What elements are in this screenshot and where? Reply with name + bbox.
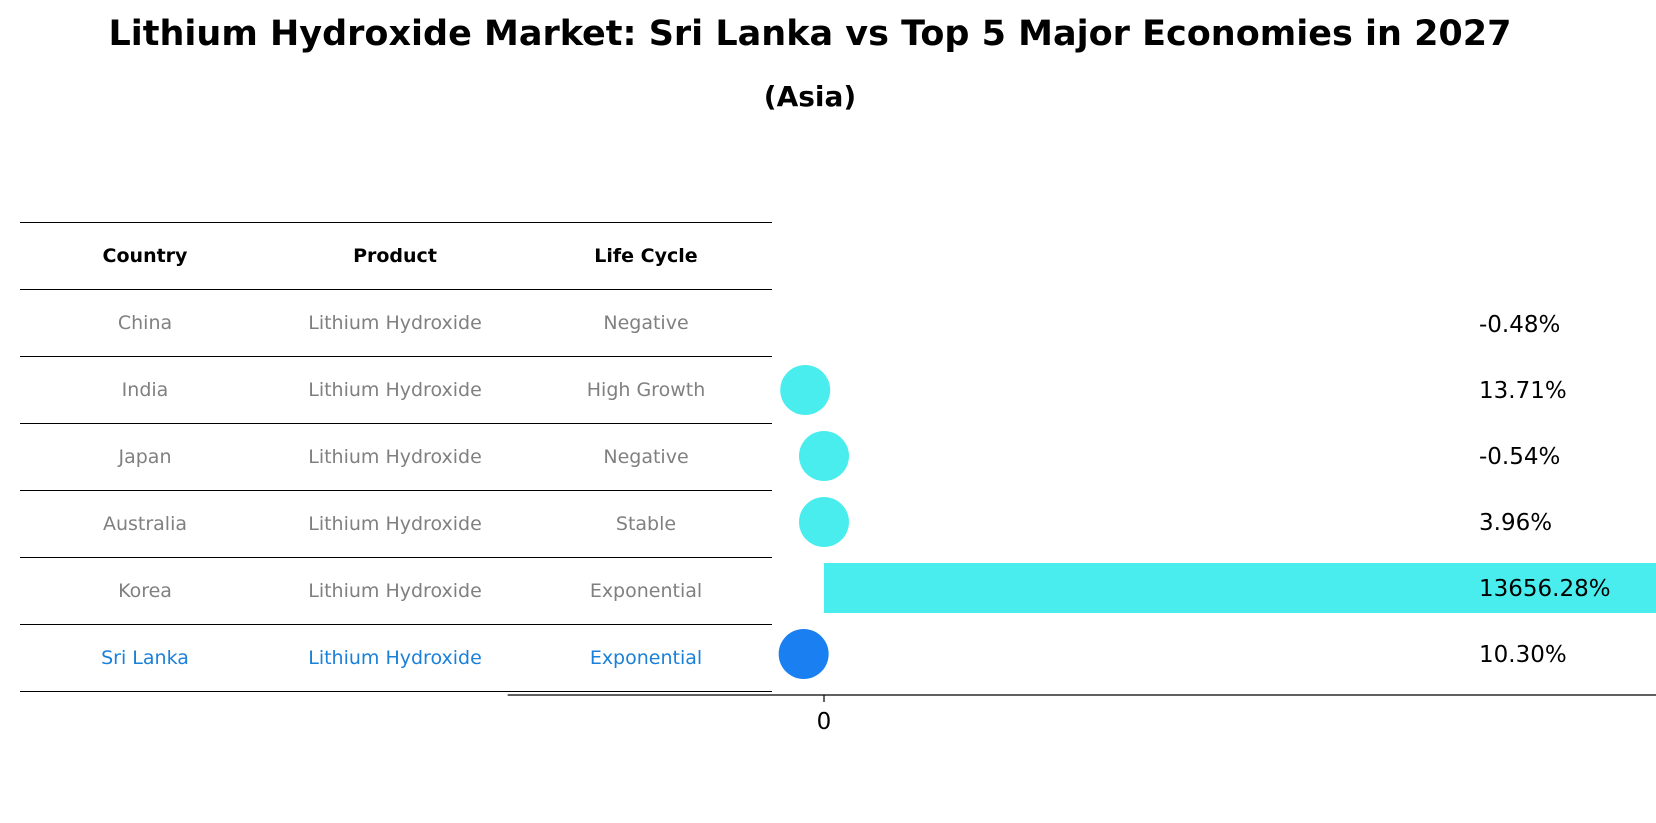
table-row: Korea Lithium Hydroxide Exponential bbox=[20, 557, 772, 624]
header-country: Country bbox=[102, 245, 188, 267]
value-label: 3.96% bbox=[1479, 510, 1552, 536]
x-tick-label: 0 bbox=[817, 709, 832, 735]
cell-life-cycle: Exponential bbox=[589, 647, 703, 669]
cell-life-cycle: Stable bbox=[615, 513, 677, 535]
data-table: Country Product Life Cycle China Lithium… bbox=[20, 222, 772, 692]
cell-product: Lithium Hydroxide bbox=[308, 647, 482, 669]
header-product: Product bbox=[353, 245, 437, 267]
table-row: Japan Lithium Hydroxide Negative bbox=[20, 423, 772, 490]
bar-cap bbox=[778, 629, 829, 679]
table-row: India Lithium Hydroxide High Growth bbox=[20, 356, 772, 423]
table-header-row: Country Product Life Cycle bbox=[20, 222, 772, 289]
table-row-highlighted: Sri Lanka Lithium Hydroxide Exponential bbox=[20, 624, 772, 692]
cell-country: Japan bbox=[118, 446, 172, 468]
chart-title: Lithium Hydroxide Market: Sri Lanka vs T… bbox=[108, 14, 1512, 54]
table-row: Australia Lithium Hydroxide Stable bbox=[20, 490, 772, 557]
cell-product: Lithium Hydroxide bbox=[308, 580, 482, 602]
cell-product: Lithium Hydroxide bbox=[308, 379, 482, 401]
cell-country: Australia bbox=[102, 513, 188, 535]
value-label: 13656.28% bbox=[1479, 576, 1611, 602]
bar-cap bbox=[780, 365, 831, 415]
value-label: 10.30% bbox=[1479, 642, 1567, 668]
cell-life-cycle: Negative bbox=[603, 446, 689, 468]
cell-life-cycle: High Growth bbox=[586, 379, 706, 401]
value-label: -0.48% bbox=[1479, 312, 1560, 338]
cell-country: Sri Lanka bbox=[101, 647, 189, 669]
cell-country: India bbox=[121, 379, 169, 401]
cell-country: Korea bbox=[118, 580, 172, 602]
chart-subtitle: (Asia) bbox=[763, 80, 857, 113]
value-label: 13.71% bbox=[1479, 378, 1567, 404]
table-row: China Lithium Hydroxide Negative bbox=[20, 289, 772, 356]
cell-country: China bbox=[117, 312, 173, 334]
value-label: -0.54% bbox=[1479, 444, 1560, 470]
bar-dot bbox=[799, 497, 849, 547]
bar bbox=[824, 563, 1656, 613]
header-life-cycle: Life Cycle bbox=[594, 245, 698, 267]
cell-product: Lithium Hydroxide bbox=[308, 513, 482, 535]
cell-life-cycle: Exponential bbox=[589, 580, 703, 602]
cell-product: Lithium Hydroxide bbox=[308, 446, 482, 468]
cell-product: Lithium Hydroxide bbox=[308, 312, 482, 334]
bar-dot bbox=[799, 431, 849, 481]
cell-life-cycle: Negative bbox=[603, 312, 689, 334]
